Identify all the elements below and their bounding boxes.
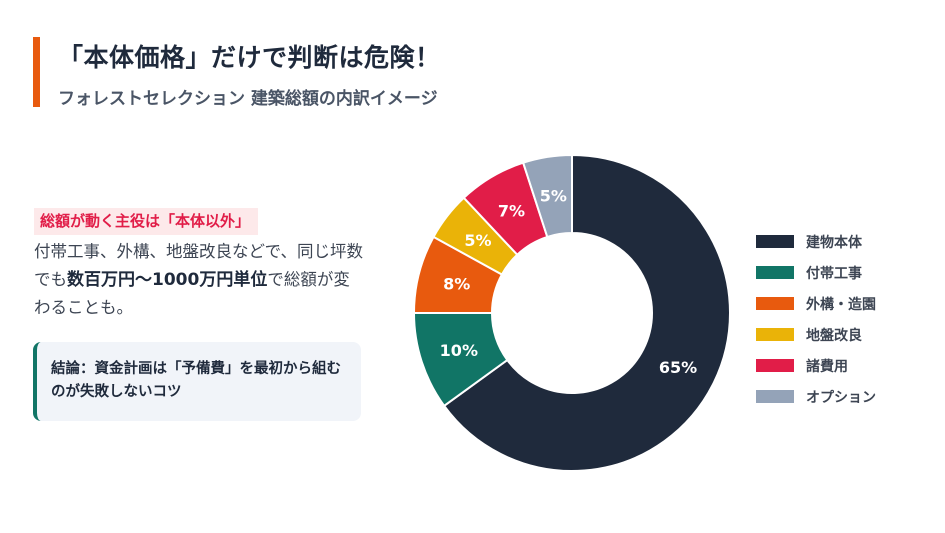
donut-slice-5 (521, 153, 573, 239)
title-accent-bar (33, 37, 40, 107)
page-title: 「本体価格」だけで判断は危険！ (58, 43, 441, 72)
legend-swatch (756, 390, 794, 403)
slice-label-4: 7% (498, 202, 525, 221)
legend-swatch (756, 297, 794, 310)
legend-item: 外構・造園 (756, 288, 876, 319)
legend-label: 地盤改良 (806, 327, 862, 344)
legend-label: 建物本体 (806, 234, 862, 251)
chart-legend: 建物本体付帯工事外構・造園地盤改良諸費用オプション (756, 226, 876, 412)
body-text: 付帯工事、外構、地盤改良などで、同じ坪数でも数百万円〜1000万円単位で総額が変… (34, 238, 364, 322)
legend-label: 付帯工事 (806, 265, 862, 282)
slice-label-5: 5% (540, 186, 567, 205)
legend-label: 外構・造園 (806, 296, 876, 313)
slice-label-0: 65% (659, 358, 697, 377)
slice-label-3: 5% (464, 231, 491, 250)
body-text-emphasis: 数百万円〜1000万円単位 (67, 270, 268, 290)
legend-swatch (756, 235, 794, 248)
page-subtitle: フォレストセレクション 建築総額の内訳イメージ (58, 89, 438, 109)
legend-item: 諸費用 (756, 350, 876, 381)
slice-label-1: 10% (440, 341, 478, 360)
legend-item: 建物本体 (756, 226, 876, 257)
legend-swatch (756, 359, 794, 372)
donut-slice-0 (442, 153, 731, 472)
legend-label: 諸費用 (806, 358, 848, 375)
body-text-part1: 付帯工事、外構、地盤改良などで、同じ坪数でも (34, 242, 364, 289)
legend-swatch (756, 328, 794, 341)
slice-label-2: 8% (443, 274, 470, 293)
legend-item: オプション (756, 381, 876, 412)
body-text-part2: で総額が変わることも。 (34, 270, 350, 317)
legend-item: 付帯工事 (756, 257, 876, 288)
conclusion-callout: 結論：資金計画は「予備費」を最初から組むのが失敗しないコツ (33, 342, 361, 421)
highlight-heading: 総額が動く主役は「本体以外」 (34, 208, 259, 235)
legend-label: オプション (806, 389, 876, 406)
legend-swatch (756, 266, 794, 279)
conclusion-text: 結論：資金計画は「予備費」を最初から組むのが失敗しないコツ (51, 361, 341, 400)
legend-item: 地盤改良 (756, 319, 876, 350)
